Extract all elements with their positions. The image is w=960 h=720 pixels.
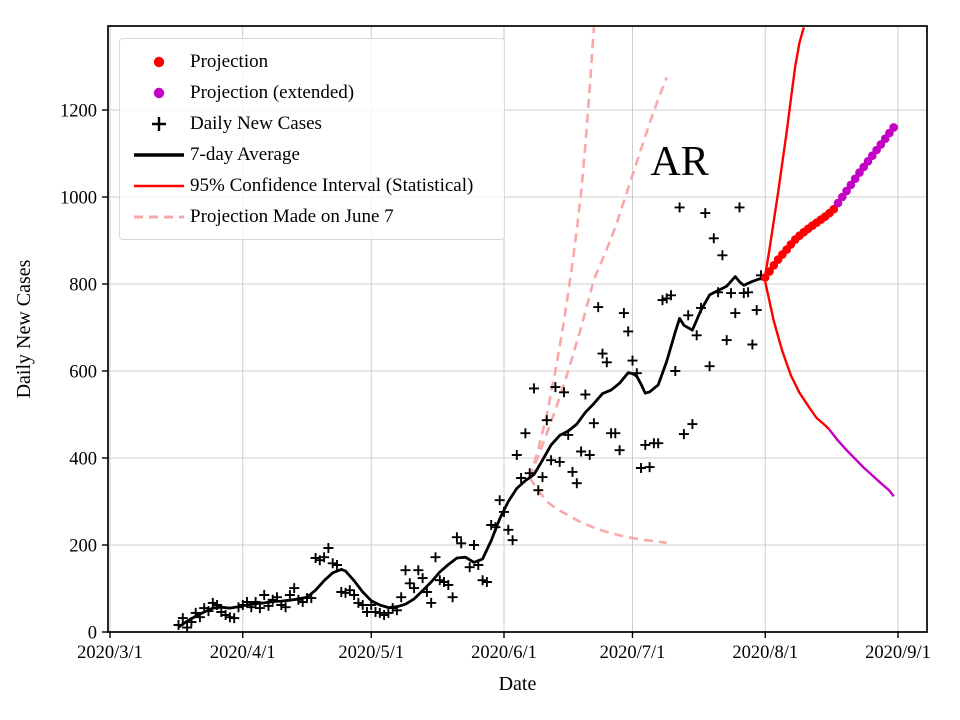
x-tick-label: 2020/3/1: [77, 643, 143, 663]
series-projection-extended-: [833, 123, 898, 208]
legend-label: 7-day Average: [190, 143, 300, 165]
pink-dashed-line-icon: [128, 207, 190, 227]
x-tick-label: 2020/7/1: [600, 643, 666, 663]
series-95-confidence-interval-lower-extended-: [828, 428, 895, 498]
x-tick-label: 2020/4/1: [210, 643, 276, 663]
legend-label: Daily New Cases: [190, 112, 322, 134]
legend: Projection Projection (extended) Daily N…: [119, 38, 505, 240]
plus-marker-icon: [128, 114, 190, 134]
legend-label: 95% Confidence Interval (Statistical): [190, 174, 474, 196]
series-projection-made-on-june-7-central-projection-: [528, 76, 668, 479]
legend-item-daily-new-cases: Daily New Cases: [128, 108, 494, 139]
y-tick-label: 1000: [60, 189, 97, 209]
series-95-confidence-interval-statistical-upper: [764, 27, 805, 276]
legend-item-projection-extended: Projection (extended): [128, 77, 494, 108]
series-projection: [760, 204, 839, 282]
x-tick-label: 2020/8/1: [732, 643, 798, 663]
y-tick-label: 600: [69, 363, 97, 383]
legend-label: Projection (extended): [190, 81, 355, 103]
series-projection-made-on-june-7-upper-95-bound-: [528, 27, 596, 478]
legend-item-7day-average: 7-day Average: [128, 139, 494, 170]
projection-dot-icon: [128, 52, 190, 72]
legend-item-confidence-interval: 95% Confidence Interval (Statistical): [128, 170, 494, 201]
red-line-icon: [128, 176, 190, 196]
plot-frame: [107, 25, 928, 633]
projection-extended-dot-icon: [128, 83, 190, 103]
black-line-icon: [128, 145, 190, 165]
legend-label: Projection: [190, 50, 269, 72]
y-tick-label: 1200: [60, 102, 97, 122]
axis-ticks: [102, 109, 899, 638]
legend-label: Projection Made on June 7: [190, 205, 394, 227]
x-axis-label: Date: [499, 673, 537, 695]
plot-series: [173, 27, 898, 632]
x-tick-label: 2020/5/1: [338, 643, 404, 663]
legend-item-projection: Projection: [128, 46, 494, 77]
x-tick-label: 2020/6/1: [471, 643, 537, 663]
x-tick-label: 2020/9/1: [865, 643, 931, 663]
series-7-day-average: [177, 275, 766, 629]
y-axis-label: Daily New Cases: [13, 259, 35, 398]
series-projection-made-on-june-7-lower-95-bound-: [528, 476, 667, 545]
series-daily-new-cases: [173, 202, 766, 632]
legend-item-june7-projection: Projection Made on June 7: [128, 201, 494, 232]
y-tick-label: 400: [69, 450, 97, 470]
y-tick-label: 800: [69, 276, 97, 296]
y-tick-label: 0: [88, 624, 97, 644]
state-annotation: AR: [650, 139, 708, 185]
tick-labels: 2020/3/1 2020/4/1 2020/5/1 2020/6/1 2020/7/1…: [60, 102, 931, 664]
series-95-confidence-interval-statistical-lower: [764, 281, 831, 431]
y-tick-label: 200: [69, 537, 97, 557]
